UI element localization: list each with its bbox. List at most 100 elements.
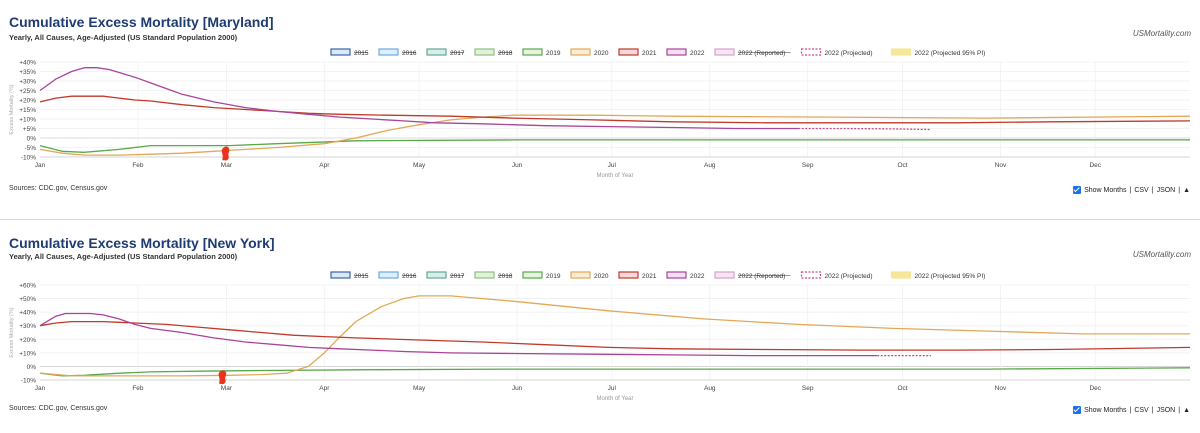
show-months-label[interactable]: Show Months: [1084, 406, 1127, 414]
y-tick-label: +20%: [19, 98, 36, 105]
json-link[interactable]: JSON: [1156, 186, 1176, 194]
legend-item-2019[interactable]: 2019: [522, 271, 561, 280]
x-tick-label: Jan: [35, 162, 46, 169]
legend-item-2022-projected[interactable]: 2022 (Projected): [800, 271, 873, 280]
legend-item-2022-projected[interactable]: 2022 (Projected): [800, 48, 873, 57]
legend-swatch: [666, 48, 687, 56]
legend-item-2019[interactable]: 2019: [522, 48, 561, 57]
legend-item-2018[interactable]: 2018: [474, 271, 513, 280]
legend-label: 2019: [546, 273, 561, 280]
legend: 2015 2016 2017 2018 2019 2020 2021 2022 2022 (Re…: [330, 271, 986, 280]
legend-item-2022[interactable]: 2022: [666, 271, 705, 280]
legend-label: 2016: [402, 50, 417, 57]
legend-label: 2017: [450, 273, 465, 280]
legend-swatch: [426, 271, 447, 279]
csv-link[interactable]: CSV: [1134, 186, 1149, 194]
show-months-checkbox[interactable]: [1073, 406, 1082, 414]
y-tick-label: +10%: [19, 350, 36, 357]
divider: |: [1178, 406, 1181, 414]
legend-item-2022-projected-95-pi[interactable]: 2022 (Projected 95% PI): [890, 271, 986, 280]
legend-label: 2022 (Projected 95% PI): [915, 50, 986, 57]
json-link[interactable]: JSON: [1156, 406, 1176, 414]
legend-swatch: [474, 48, 495, 56]
legend-item-2020[interactable]: 2020: [570, 271, 609, 280]
brand-label: USMortality.com: [1132, 29, 1191, 38]
x-axis-title: Month of Year: [596, 173, 633, 179]
legend-swatch: [666, 271, 687, 279]
legend-label: 2015: [354, 273, 369, 280]
x-tick-label: Dec: [1089, 385, 1101, 392]
show-months-label[interactable]: Show Months: [1084, 186, 1127, 194]
x-tick-label: Apr: [319, 162, 330, 169]
legend-item-2021[interactable]: 2021: [618, 48, 657, 57]
show-months-checkbox[interactable]: [1073, 186, 1082, 194]
legend-label: 2018: [498, 50, 513, 57]
y-tick-label: +20%: [19, 337, 36, 344]
series-line-2019: [39, 367, 1191, 377]
chart-subtitle: Yearly, All Causes, Age-Adjusted (US Sta…: [9, 252, 238, 261]
legend-item-2015[interactable]: 2015: [330, 271, 369, 280]
legend-item-2015[interactable]: 2015: [330, 48, 369, 57]
x-tick-label: Oct: [897, 162, 907, 169]
legend-item-2016[interactable]: 2016: [378, 48, 417, 57]
chart-panel-new-york: Cumulative Excess Mortality [New York] Y…: [0, 222, 1200, 433]
x-tick-label: Aug: [704, 385, 716, 392]
legend-item-2020[interactable]: 2020: [570, 48, 609, 57]
legend-swatch: [714, 48, 735, 56]
legend-item-2017[interactable]: 2017: [426, 271, 465, 280]
brand-label: USMortality.com: [1132, 250, 1191, 259]
chart-panel-maryland: Cumulative Excess Mortality [Maryland] Y…: [0, 0, 1200, 211]
legend-item-2016[interactable]: 2016: [378, 271, 417, 280]
legend-label: 2015: [354, 50, 369, 57]
legend-swatch: [330, 48, 351, 56]
legend-item-2018[interactable]: 2018: [474, 48, 513, 57]
y-tick-label: +30%: [19, 323, 36, 330]
legend-item-2017[interactable]: 2017: [426, 48, 465, 57]
legend-item-2022[interactable]: 2022: [666, 48, 705, 57]
x-tick-label: Mar: [221, 162, 233, 169]
csv-link[interactable]: CSV: [1134, 406, 1149, 414]
y-tick-label: 0%: [27, 136, 37, 143]
legend-label: 2017: [450, 50, 465, 57]
y-tick-label: +60%: [19, 283, 36, 290]
sources-text: Sources: CDC.gov, Census.gov: [9, 405, 108, 412]
scroll-up-icon[interactable]: ▲: [1183, 406, 1190, 414]
series-line-2020: [39, 114, 1191, 156]
series-line-2021: [39, 320, 1191, 351]
legend-item-2022-reported[interactable]: 2022 (Reported): [714, 271, 791, 280]
scroll-up-icon[interactable]: ▲: [1183, 186, 1190, 194]
series-line-2022: [39, 67, 799, 130]
legend: 2015 2016 2017 2018 2019 2020 2021 2022 2022 (Re…: [330, 48, 986, 57]
chart-svg: 2015 2016 2017 2018 2019 2020 2021 2022 2022 (Re…: [9, 271, 1191, 402]
divider: |: [1129, 406, 1132, 414]
legend-swatch: [426, 48, 447, 56]
x-tick-label: May: [413, 162, 426, 169]
legend-label: 2016: [402, 273, 417, 280]
legend-item-2021[interactable]: 2021: [618, 271, 657, 280]
legend-label: 2022 (Reported): [738, 273, 785, 280]
x-tick-label: Feb: [132, 385, 144, 392]
legend-item-2022-reported[interactable]: 2022 (Reported): [714, 48, 791, 57]
legend-label: 2022: [690, 50, 705, 57]
legend-label: 2022: [690, 273, 705, 280]
chart-svg: 2015 2016 2017 2018 2019 2020 2021 2022 2022 (Re…: [9, 48, 1191, 179]
red-scribble-marker: [221, 146, 230, 161]
chart-controls: Show Months | CSV | JSON | ▲: [1073, 406, 1190, 414]
legend-swatch: [378, 271, 399, 279]
chart-controls: Show Months | CSV | JSON | ▲: [1073, 186, 1190, 194]
x-tick-label: Oct: [897, 385, 907, 392]
legend-swatch: [570, 48, 591, 56]
y-tick-label: 0%: [27, 364, 37, 371]
y-tick-label: +50%: [19, 296, 36, 303]
y-tick-label: +15%: [19, 107, 36, 114]
y-tick-label: +40%: [19, 310, 36, 317]
x-axis-title: Month of Year: [596, 396, 633, 402]
x-tick-label: Sep: [802, 385, 814, 392]
legend-label: 2022 (Projected 95% PI): [915, 273, 986, 280]
legend-swatch: [618, 271, 639, 279]
y-axis-title: Excess Mortality (%): [9, 307, 15, 357]
divider: |: [1129, 186, 1132, 194]
divider: |: [1151, 186, 1154, 194]
legend-item-2022-projected-95-pi[interactable]: 2022 (Projected 95% PI): [890, 48, 986, 57]
divider: |: [1178, 186, 1181, 194]
